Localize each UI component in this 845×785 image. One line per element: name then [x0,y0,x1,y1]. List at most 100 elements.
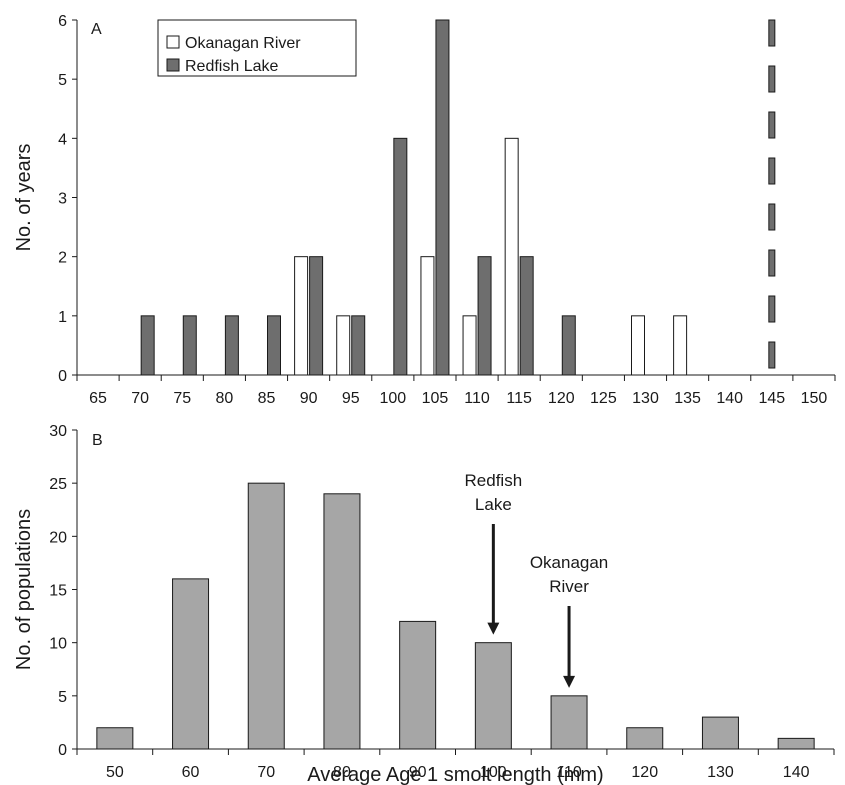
bar-okanagan-river [631,315,645,376]
panel-label-a: A [91,21,102,38]
reference-line-dash [768,19,776,47]
annotation-arrow-head [487,622,500,635]
x-tick-label: 130 [632,390,659,407]
bar-redfish-lake [309,256,324,376]
x-tick-label: 115 [506,390,532,407]
bar-redfish-lake [182,315,197,376]
x-tick-label: 120 [548,390,575,407]
x-tick-label: 90 [409,764,427,781]
bar-populations [96,727,134,750]
reference-line-dash [768,65,776,93]
bar-populations [474,642,512,750]
reference-line-dash [768,341,776,369]
y-axis-title: No. of populations [13,509,35,670]
x-tick-label: 125 [590,390,617,407]
x-tick-label: 50 [106,764,124,781]
bar-populations [626,727,664,750]
y-tick-label: 5 [58,72,67,89]
annotation-arrow-head [563,675,576,688]
x-tick-label: 120 [631,764,658,781]
y-axis-title: No. of years [13,144,35,252]
panel-b-chart: 0 5 10 15 20 25 30 50 60 70 80 90 100 110 120 130 140 No.… [13,423,835,785]
legend-label-redfish-lake: Redfish Lake [185,58,278,75]
reference-line-dash [768,203,776,231]
x-tick-label: 80 [215,390,233,407]
bar-populations [777,737,815,750]
bar-redfish-lake [393,137,408,376]
x-tick-label: 140 [783,764,810,781]
y-tick-label: 0 [58,368,67,385]
bar-okanagan-river [504,137,519,376]
panel-a-chart: 0 1 2 3 4 5 6 65 70 75 80 85 90 95 100 105 110 115 120 125 1… [13,13,836,407]
bar-okanagan-river [336,315,351,376]
x-tick-label: 95 [342,390,360,407]
annotation-label: Redfish [465,471,523,490]
x-tick-label: 150 [801,390,828,407]
x-tick-label: 75 [173,390,191,407]
bar-redfish-lake [351,315,366,376]
bar-okanagan-river [294,256,309,376]
y-tick-label: 15 [49,583,67,600]
x-tick-label: 85 [258,390,276,407]
y-tick-label: 25 [49,476,67,493]
bar-populations [701,716,739,750]
annotation-label: River [549,577,589,596]
bar-populations [247,482,285,750]
y-tick-label: 30 [49,423,67,440]
y-tick-label: 10 [49,636,67,653]
x-tick-label: 130 [707,764,734,781]
y-tick-label: 3 [58,191,67,208]
bar-redfish-lake [224,315,239,376]
bar-okanagan-river [420,256,435,376]
bar-redfish-lake [435,19,450,376]
bar-redfish-lake [477,256,492,376]
x-tick-label: 145 [758,390,785,407]
x-tick-label: 105 [422,390,449,407]
annotation: Redfish Lake [465,471,523,635]
annotation-label: Okanagan [530,553,608,572]
reference-line-dash [768,249,776,277]
legend-label-okanagan-river: Okanagan River [185,35,301,52]
x-tick-label: 100 [480,764,507,781]
bar-populations [550,695,588,750]
y-tick-label: 5 [58,689,67,706]
x-tick-label: 70 [257,764,275,781]
x-tick-label: 60 [182,764,200,781]
bar-okanagan-river [673,315,688,376]
x-tick-label: 110 [464,390,490,407]
x-tick-label: 140 [716,390,743,407]
bar-redfish-lake [561,315,576,376]
reference-line-dash [768,295,776,323]
x-tick-label: 80 [333,764,351,781]
annotation-label: Lake [475,495,512,514]
legend-box [157,19,357,77]
x-tick-label: 110 [556,764,582,781]
legend-swatch-redfish-lake [166,58,180,72]
legend-swatch-okanagan-river [166,35,180,49]
annotation: Okanagan River [530,553,608,688]
y-tick-label: 1 [58,309,67,326]
x-tick-label: 100 [379,390,406,407]
y-tick-label: 6 [58,13,67,30]
y-tick-label: 4 [58,131,67,148]
bar-redfish-lake [267,315,281,376]
reference-line-dash [768,111,776,139]
x-tick-label: 90 [300,390,318,407]
bar-populations [399,620,437,750]
x-axis-title: Average Age 1 smolt length (mm) [307,764,603,785]
bar-okanagan-river [462,315,477,376]
x-tick-label: 65 [89,390,107,407]
y-tick-label: 0 [58,742,67,759]
reference-line-dash [768,157,776,185]
x-tick-label: 70 [131,390,149,407]
bar-redfish-lake [519,256,534,376]
bar-redfish-lake [140,315,155,376]
y-tick-label: 20 [49,529,67,546]
bar-populations [323,493,361,750]
legend: Okanagan River Redfish Lake [157,19,357,77]
panel-label-b: B [92,432,103,449]
y-tick-label: 2 [58,250,67,267]
x-tick-label: 135 [674,390,701,407]
bar-populations [172,578,210,750]
